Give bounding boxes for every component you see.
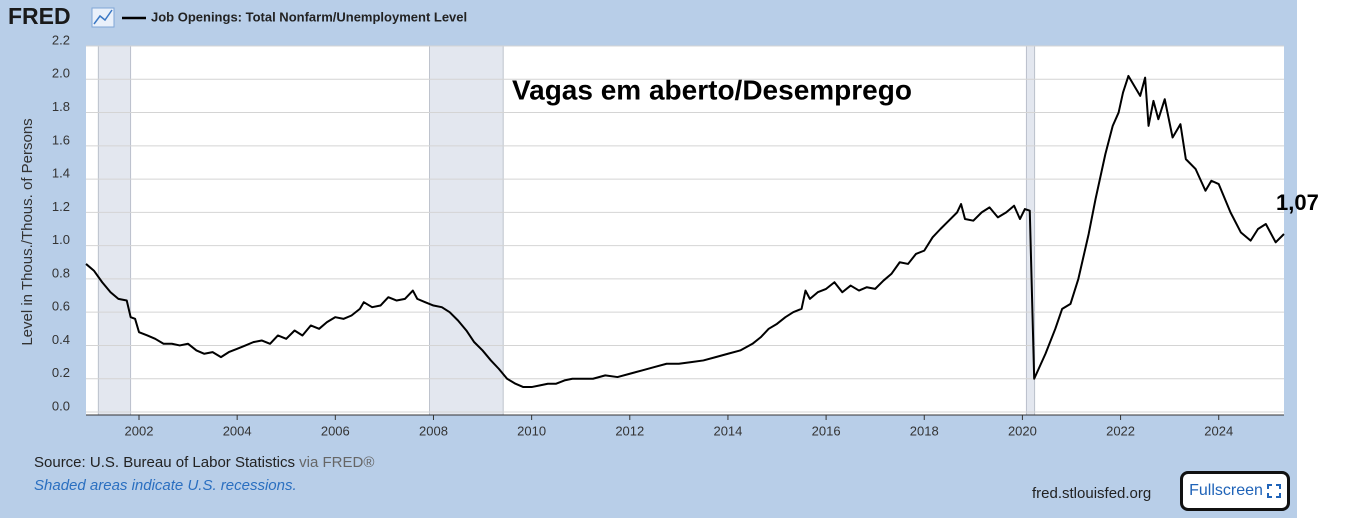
y-tick-label: 0.8	[52, 265, 70, 280]
y-tick-label: 0.4	[52, 332, 70, 347]
x-tick-label: 2024	[1204, 423, 1233, 438]
logo-icon	[91, 7, 115, 28]
plot: 0.0 0.2 0.4 0.6 0.8 1.0 1.2 1.4 1.6 1.8 2.0 2.2 2002…	[52, 32, 1319, 438]
fullscreen-label: Fullscreen	[1189, 482, 1263, 499]
x-tick-label: 2012	[615, 423, 644, 438]
y-tick-label: 1.4	[52, 166, 70, 181]
logo: FRED	[8, 3, 71, 29]
x-tick-label: 2008	[419, 423, 448, 438]
y-tick-label: 2.0	[52, 66, 70, 81]
plot-area	[86, 46, 1284, 415]
recession-band	[97, 45, 132, 416]
y-tick-label: 2.2	[52, 32, 70, 47]
x-tick-label: 2016	[812, 423, 841, 438]
x-tick-label: 2022	[1106, 423, 1135, 438]
recession-note: Shaded areas indicate U.S. recessions.	[34, 477, 297, 494]
site-url: fred.stlouisfed.org	[1032, 485, 1151, 502]
x-tick-label: 2002	[125, 423, 154, 438]
x-tick-label: 2006	[321, 423, 350, 438]
y-tick-label: 1.2	[52, 199, 70, 214]
y-tick-label: 1.0	[52, 232, 70, 247]
x-tick-label: 2014	[713, 423, 742, 438]
y-tick-label: 0.6	[52, 299, 70, 314]
x-tick-label: 2004	[223, 423, 252, 438]
x-tick-label: 2018	[910, 423, 939, 438]
source-via: via FRED®	[299, 454, 374, 471]
y-tick-label: 1.6	[52, 132, 70, 147]
recession-band	[429, 45, 504, 416]
fullscreen-button[interactable]: Fullscreen	[1180, 471, 1290, 511]
fullscreen-icon	[1266, 484, 1281, 498]
icon-line	[93, 9, 113, 25]
x-tick-label: 2020	[1008, 423, 1037, 438]
source-text: Source: U.S. Bureau of Labor Statistics	[34, 454, 295, 471]
legend-label: Job Openings: Total Nonfarm/Unemployment…	[151, 9, 467, 24]
series-line	[85, 74, 1285, 389]
y-tick-label: 0.2	[52, 365, 70, 380]
y-tick-label: 1.8	[52, 99, 70, 114]
y-axis-title: Level in Thous./Thous. of Persons	[19, 118, 36, 345]
icon-path	[1266, 484, 1281, 498]
x-tick-label: 2010	[517, 423, 546, 438]
y-tick-label: 0.0	[52, 398, 70, 413]
source: Source: U.S. Bureau of Labor Statistics …	[34, 454, 374, 471]
value-annotation: 1,07	[1276, 190, 1319, 215]
